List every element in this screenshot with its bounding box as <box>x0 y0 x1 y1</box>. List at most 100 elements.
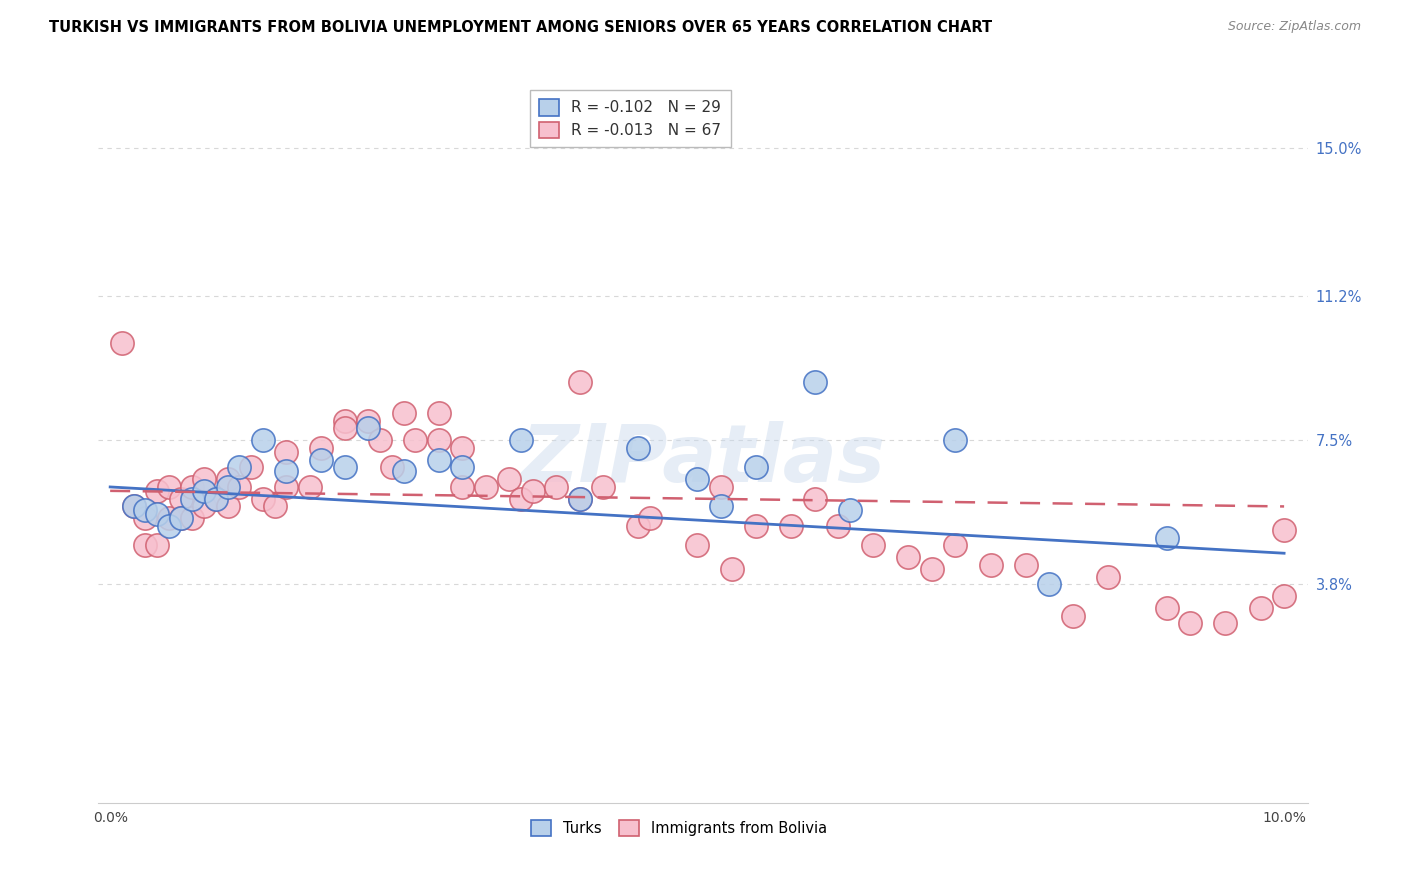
Point <box>522 483 544 498</box>
Point <box>980 558 1002 572</box>
Point <box>475 480 498 494</box>
Point <box>686 472 709 486</box>
Point <box>169 511 191 525</box>
Point <box>157 480 180 494</box>
Point <box>252 491 274 506</box>
Point <box>368 433 391 447</box>
Text: ZIPatlas: ZIPatlas <box>520 421 886 500</box>
Point <box>510 491 533 506</box>
Point <box>240 460 263 475</box>
Point <box>1156 531 1178 545</box>
Point <box>404 433 426 447</box>
Point <box>276 445 298 459</box>
Point <box>451 441 474 455</box>
Point <box>803 375 825 389</box>
Point <box>451 460 474 475</box>
Point <box>169 511 191 525</box>
Text: TURKISH VS IMMIGRANTS FROM BOLIVIA UNEMPLOYMENT AMONG SENIORS OVER 65 YEARS CORR: TURKISH VS IMMIGRANTS FROM BOLIVIA UNEMP… <box>49 20 993 35</box>
Point <box>311 441 333 455</box>
Point <box>217 472 239 486</box>
Point <box>1097 569 1119 583</box>
Point <box>498 472 520 486</box>
Point <box>311 452 333 467</box>
Point <box>134 538 156 552</box>
Point <box>827 519 849 533</box>
Point <box>568 491 591 506</box>
Point <box>838 503 860 517</box>
Point <box>745 519 768 533</box>
Point <box>1272 589 1295 603</box>
Point <box>510 433 533 447</box>
Point <box>357 414 380 428</box>
Point <box>381 460 404 475</box>
Point <box>592 480 614 494</box>
Point <box>146 538 169 552</box>
Point <box>204 491 226 506</box>
Point <box>1272 523 1295 537</box>
Point <box>627 519 650 533</box>
Point <box>451 480 474 494</box>
Point <box>298 480 321 494</box>
Point <box>1015 558 1038 572</box>
Point <box>252 433 274 447</box>
Point <box>228 460 250 475</box>
Point <box>276 464 298 478</box>
Point <box>122 500 145 514</box>
Point <box>181 511 204 525</box>
Point <box>111 335 134 350</box>
Point <box>134 503 156 517</box>
Point <box>1250 600 1272 615</box>
Point <box>780 519 803 533</box>
Point <box>146 508 169 522</box>
Point <box>181 491 204 506</box>
Point <box>945 538 967 552</box>
Point <box>862 538 884 552</box>
Point <box>333 414 356 428</box>
Point <box>427 433 450 447</box>
Legend: Turks, Immigrants from Bolivia: Turks, Immigrants from Bolivia <box>524 814 832 842</box>
Point <box>392 464 415 478</box>
Point <box>427 452 450 467</box>
Point <box>276 480 298 494</box>
Point <box>1215 616 1237 631</box>
Point <box>217 500 239 514</box>
Point <box>568 375 591 389</box>
Point <box>228 480 250 494</box>
Point <box>721 562 744 576</box>
Point <box>193 500 215 514</box>
Point <box>204 491 226 506</box>
Point <box>169 491 191 506</box>
Point <box>1180 616 1202 631</box>
Point <box>627 441 650 455</box>
Point <box>181 480 204 494</box>
Point <box>745 460 768 475</box>
Point <box>134 511 156 525</box>
Point <box>217 480 239 494</box>
Point <box>122 500 145 514</box>
Point <box>803 491 825 506</box>
Point <box>427 406 450 420</box>
Point <box>157 511 180 525</box>
Point <box>1038 577 1060 591</box>
Point <box>897 550 920 565</box>
Point <box>921 562 943 576</box>
Point <box>146 483 169 498</box>
Point <box>1062 608 1084 623</box>
Point <box>710 500 733 514</box>
Point <box>568 491 591 506</box>
Point <box>333 421 356 435</box>
Text: Source: ZipAtlas.com: Source: ZipAtlas.com <box>1227 20 1361 33</box>
Point <box>710 480 733 494</box>
Point <box>157 519 180 533</box>
Point <box>193 472 215 486</box>
Point <box>638 511 661 525</box>
Point <box>1156 600 1178 615</box>
Point <box>686 538 709 552</box>
Point <box>945 433 967 447</box>
Point <box>193 483 215 498</box>
Point <box>333 460 356 475</box>
Point <box>263 500 285 514</box>
Point <box>392 406 415 420</box>
Point <box>546 480 568 494</box>
Point <box>357 421 380 435</box>
